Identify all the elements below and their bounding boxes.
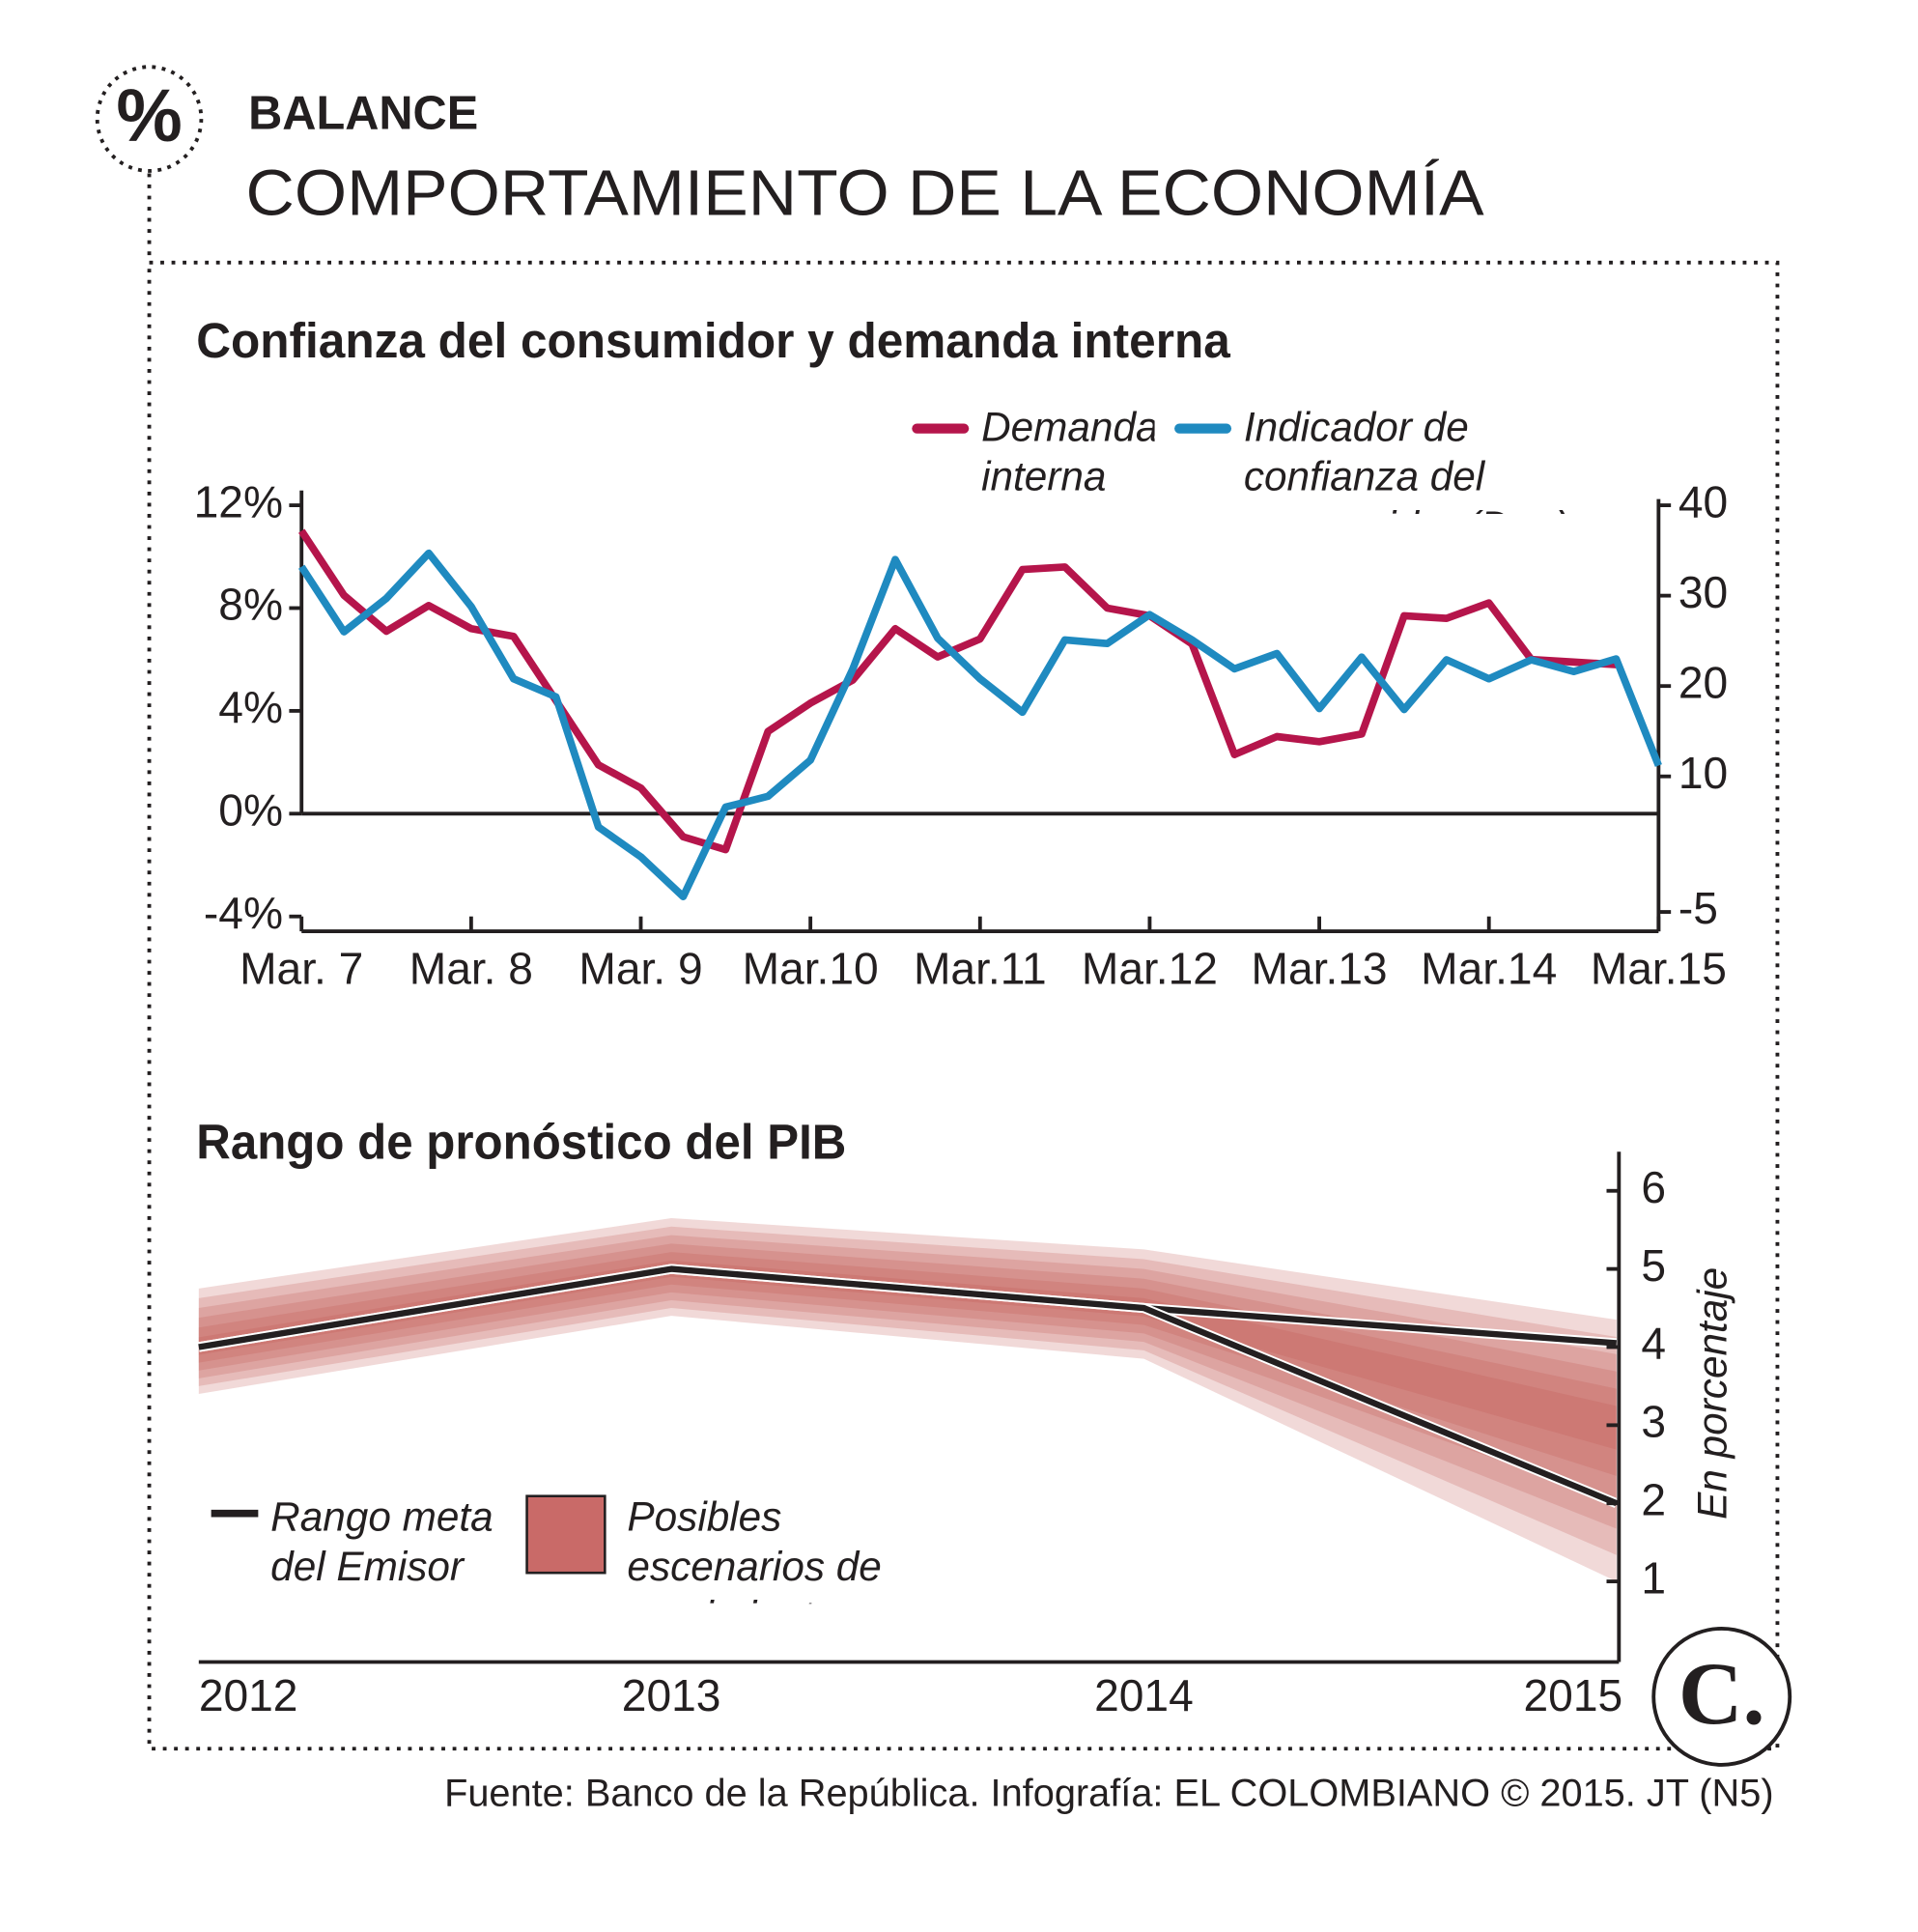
title: COMPORTAMIENTO DE LA ECONOMÍA	[246, 158, 1485, 230]
chart-title: Confianza del consumidor y demanda inter…	[196, 313, 1230, 368]
x-tick-label: Mar. 9	[578, 944, 702, 994]
legend-label: Demanda interna	[981, 403, 1155, 499]
x-tick-label: 2013	[622, 1670, 721, 1720]
x-tick-label: Mar.13	[1252, 944, 1388, 994]
y-tick-label: 6	[1641, 1162, 1666, 1212]
legend-text: Indicador de confianza del consumidor (D…	[1243, 403, 1569, 514]
x-tick-label: 2014	[1094, 1670, 1194, 1720]
y2-tick-label: 30	[1678, 567, 1728, 617]
chart-title: Rango de pronóstico del PIB	[196, 1114, 846, 1169]
x-tick-label: Mar.11	[914, 944, 1047, 994]
legend-text: Posibles escenarios de crecimiento	[627, 1493, 882, 1604]
y-tick-label: 8%	[218, 580, 283, 630]
logo: C.	[1678, 1644, 1765, 1743]
kicker: BALANCE	[248, 87, 478, 139]
x-tick-label: Mar. 8	[409, 944, 533, 994]
legend-label: Indicador de confianza del consumidor (D…	[1243, 403, 1569, 514]
legend-label: Rango meta del Emisor	[270, 1493, 494, 1589]
x-tick-label: Mar. 7	[240, 944, 363, 994]
y-tick-label: 3	[1641, 1397, 1666, 1447]
footer: Fuente: Banco de la República. Infografí…	[444, 1772, 1774, 1814]
icon-circle	[95, 65, 204, 173]
legend-text: Rango meta del Emisor	[270, 1493, 494, 1589]
x-tick-label: Mar.10	[743, 944, 879, 994]
y-tick-label: 4	[1641, 1319, 1666, 1369]
range-line	[198, 1265, 1618, 1507]
y-tick-label: -4%	[204, 888, 283, 938]
y-tick-label: 2	[1641, 1474, 1666, 1524]
series-line	[298, 549, 1662, 900]
y2-tick-label: 20	[1678, 657, 1728, 707]
fan-layer	[198, 1252, 1617, 1476]
y-tick-label: 0%	[218, 784, 283, 835]
fan-layer	[198, 1235, 1617, 1529]
x-tick-label: Mar.14	[1421, 944, 1557, 994]
fan-layer	[198, 1260, 1617, 1450]
y-tick-label: 1	[1641, 1552, 1666, 1603]
y-axis-label: En porcentaje	[1690, 1267, 1735, 1520]
fan-layer	[198, 1243, 1617, 1503]
x-tick-label: 2015	[1524, 1670, 1623, 1720]
fan-layer	[198, 1226, 1617, 1555]
y2-tick-label: 10	[1678, 748, 1728, 798]
x-tick-label: Mar.15	[1591, 944, 1727, 994]
y-tick-label: 5	[1641, 1240, 1666, 1291]
series-line	[298, 528, 1617, 854]
logo-circle	[1651, 1626, 1792, 1767]
y-tick-label: 12%	[194, 476, 283, 526]
legend-swatch	[525, 1494, 606, 1575]
icon: %	[116, 74, 182, 157]
legend-label: Posibles escenarios de crecimiento	[627, 1493, 882, 1604]
y2-tick-label: -5	[1678, 883, 1718, 933]
legend-text: Demanda interna	[981, 403, 1155, 499]
y-tick-label: 4%	[218, 682, 283, 732]
x-tick-label: 2012	[199, 1670, 298, 1720]
x-tick-label: Mar.12	[1082, 944, 1218, 994]
fan-band	[198, 1218, 1617, 1582]
y2-tick-label: 40	[1678, 476, 1728, 526]
